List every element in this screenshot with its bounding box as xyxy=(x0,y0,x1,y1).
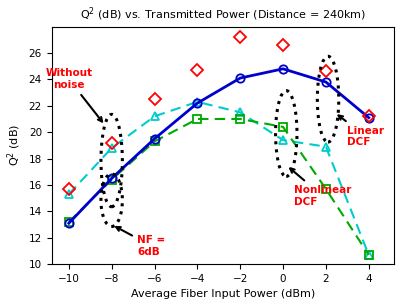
Title: Q$^2$ (dB) vs. Transmitted Power (Distance = 240km): Q$^2$ (dB) vs. Transmitted Power (Distan… xyxy=(80,5,366,23)
Text: Without
noise: Without noise xyxy=(45,68,102,122)
Text: NF =
6dB: NF = 6dB xyxy=(116,227,166,257)
X-axis label: Average Fiber Input Power (dBm): Average Fiber Input Power (dBm) xyxy=(131,289,315,300)
Text: Linear
DCF: Linear DCF xyxy=(338,116,384,147)
Text: Nonlinear
DCF: Nonlinear DCF xyxy=(290,168,351,206)
Y-axis label: Q$^2$ (dB): Q$^2$ (dB) xyxy=(6,124,23,167)
